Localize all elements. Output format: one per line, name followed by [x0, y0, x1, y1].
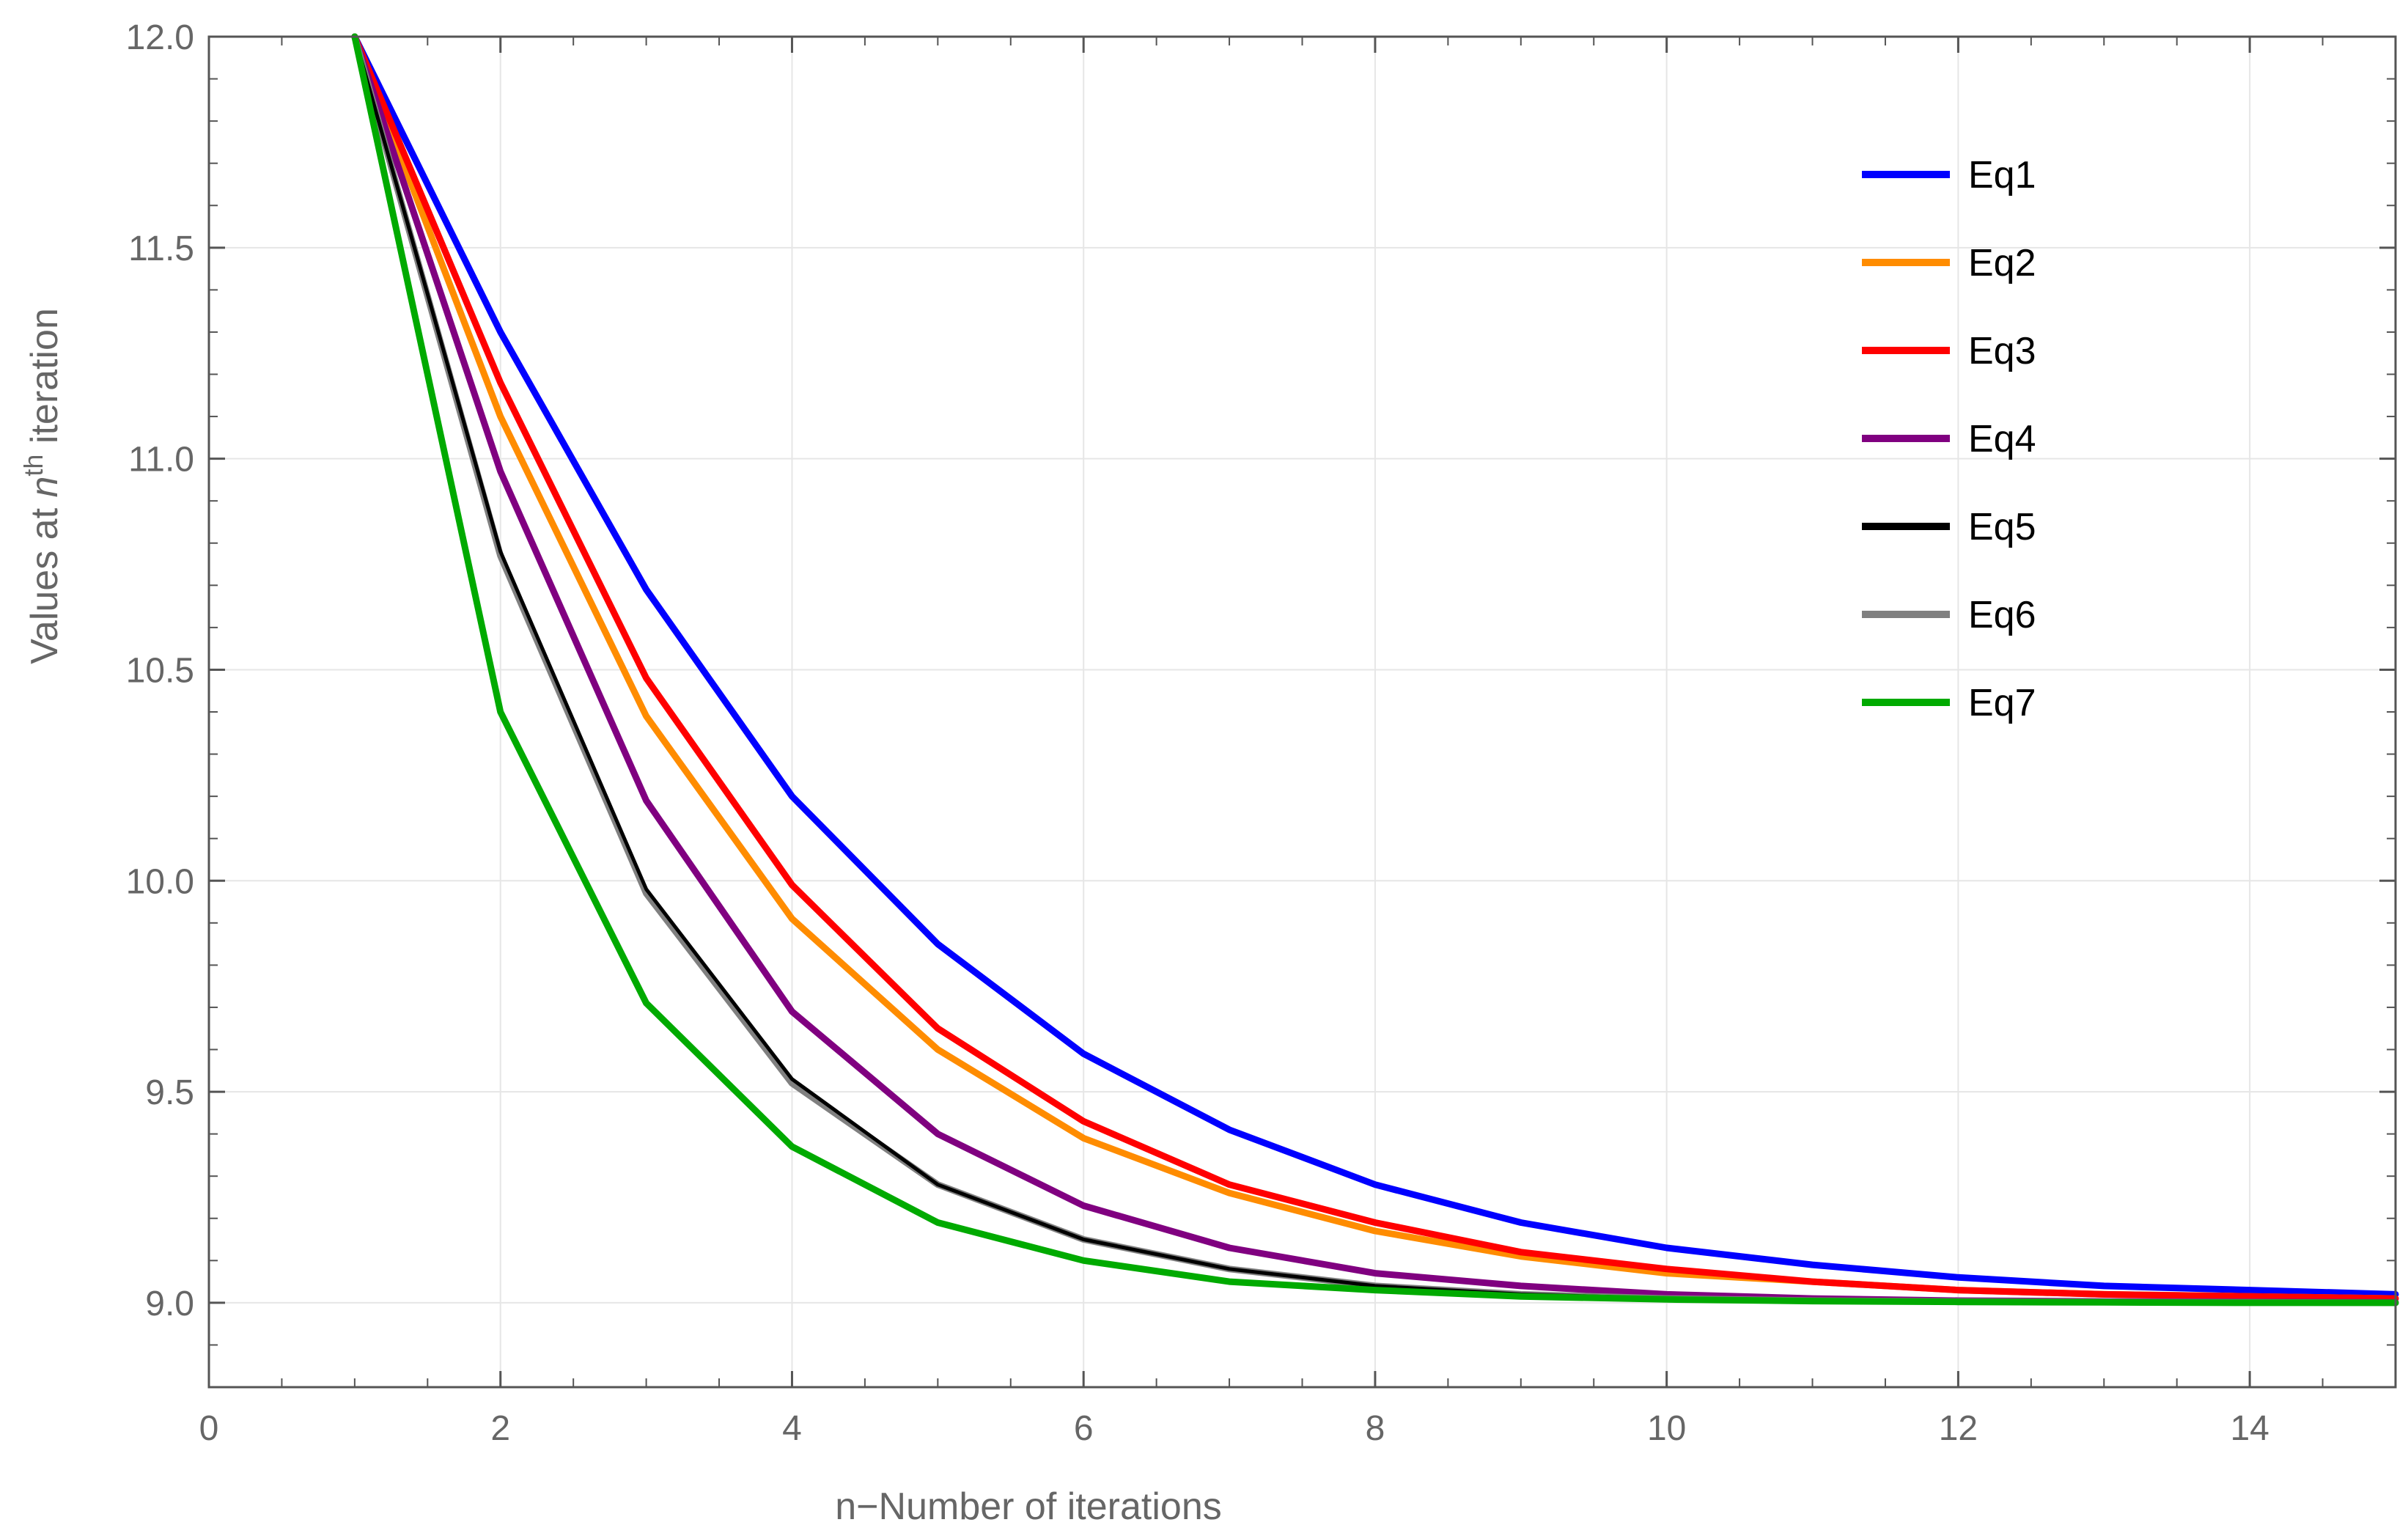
y-axis-title-sup: th	[18, 455, 48, 477]
x-tick-label: 6	[1074, 1409, 1094, 1448]
series-lines	[351, 33, 2399, 1307]
legend-label-eq3: Eq3	[1968, 330, 2036, 372]
x-tick-label: 14	[2230, 1409, 2269, 1448]
legend-label-eq5: Eq5	[1968, 506, 2036, 548]
y-axis-title-var: n	[23, 477, 66, 498]
y-tick-label: 10.0	[126, 862, 194, 901]
x-tick-label: 8	[1366, 1409, 1385, 1448]
axis-ticks	[207, 35, 2396, 1387]
y-tick-label: 9.5	[145, 1073, 194, 1112]
y-axis-title: Values at nth iteration	[18, 308, 67, 664]
legend-label-eq4: Eq4	[1968, 418, 2036, 460]
series-line-eq7	[351, 33, 2399, 1307]
y-tick-label: 9.0	[145, 1285, 194, 1323]
y-tick-label: 12.0	[126, 18, 194, 57]
y-tick-label: 11.0	[128, 441, 194, 479]
y-tick-label: 11.5	[128, 229, 194, 268]
plot-frame	[207, 35, 2397, 1389]
grid-lines	[209, 37, 2396, 1387]
legend-label-eq7: Eq7	[1968, 682, 2036, 724]
series-line-eq1	[351, 33, 2399, 1298]
legend-label-eq6: Eq6	[1968, 594, 2036, 636]
y-tick-label: 10.5	[126, 651, 194, 690]
x-tick-label: 2	[490, 1409, 510, 1448]
y-axis-title-prefix: Values at	[23, 498, 66, 664]
x-tick-label: 4	[782, 1409, 802, 1448]
series-line-eq3	[351, 33, 2399, 1302]
tick-labels: 0 2 4 6 8 10 12 14 9.0 9.5 10.0 10.5 11.0 11.5 12.0	[126, 18, 2269, 1448]
legend-label-eq1: Eq1	[1968, 154, 2036, 196]
legend: Eq1 Eq2 Eq3 Eq4 Eq5 Eq6 Eq7	[1862, 154, 2036, 724]
x-tick-label: 0	[199, 1409, 219, 1448]
legend-label-eq2: Eq2	[1968, 242, 2036, 284]
x-tick-label: 12	[1939, 1409, 1978, 1448]
x-tick-label: 10	[1647, 1409, 1686, 1448]
x-axis-title: n−Number of iterations	[835, 1485, 1222, 1528]
y-axis-title-suffix: iteration	[23, 308, 66, 454]
